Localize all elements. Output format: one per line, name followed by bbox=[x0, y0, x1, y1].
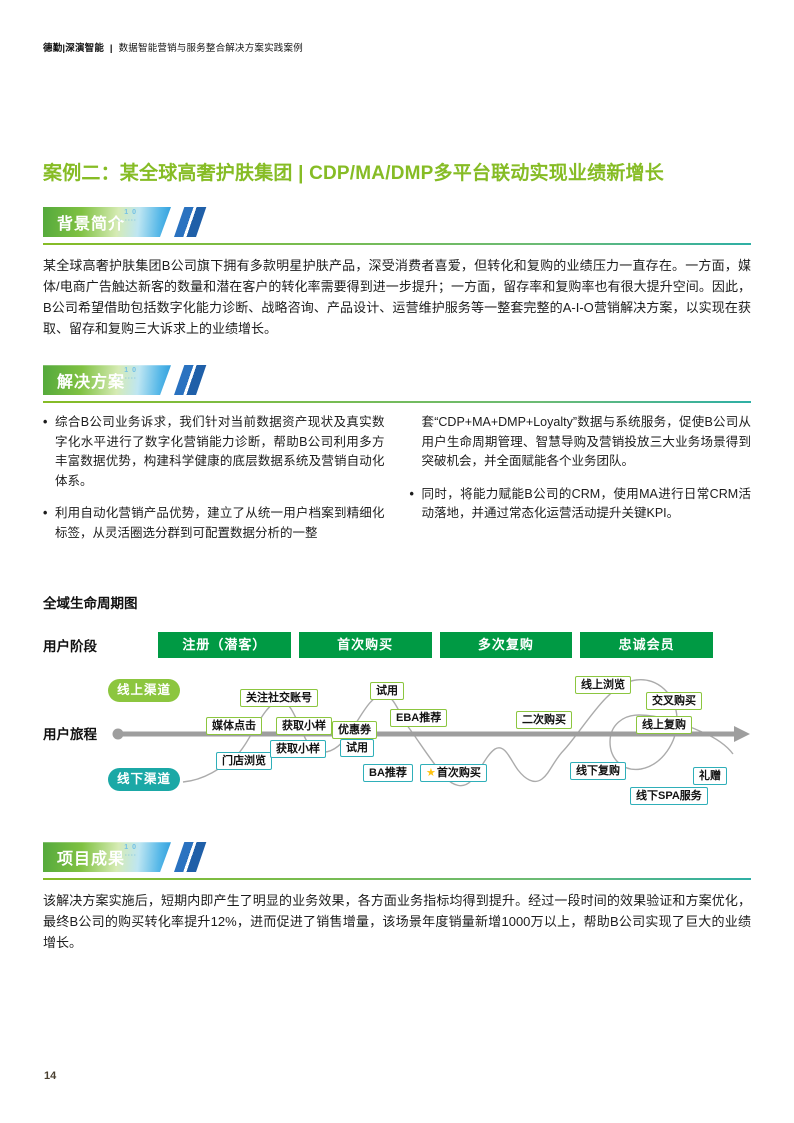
online-journey-node: 获取小样 bbox=[276, 717, 332, 736]
section-heading-background: 背景简介 1 0 ·· ···· bbox=[43, 207, 171, 237]
journey-arrowhead-icon bbox=[734, 726, 750, 743]
online-journey-node: 关注社交账号 bbox=[240, 689, 318, 708]
solution-column-left: 综合B公司业务诉求，我们针对当前数据资产现状及真实数字化水平进行了数字化营销能力… bbox=[43, 413, 385, 556]
online-channel-pill: 线上渠道 bbox=[108, 679, 180, 703]
section-heading-solution: 解决方案 1 0 ·· ···· bbox=[43, 365, 171, 395]
offline-journey-node: 门店浏览 bbox=[216, 752, 272, 771]
header-divider: | bbox=[109, 43, 113, 54]
solution-columns: 综合B公司业务诉求，我们针对当前数据资产现状及真实数字化水平进行了数字化营销能力… bbox=[43, 413, 751, 556]
user-stage-label: 用户阶段 bbox=[43, 639, 97, 655]
section-heading-label: 项目成果 bbox=[57, 851, 126, 869]
banner-slash-icon bbox=[174, 842, 207, 873]
section-banner: 背景简介 1 0 ·· ···· bbox=[43, 207, 751, 237]
diagram-title: 全域生命周期图 bbox=[43, 596, 138, 612]
online-journey-node: 线上复购 bbox=[636, 716, 692, 735]
stage-bar: 多次复购 bbox=[439, 632, 573, 659]
user-stage-row: 用户阶段 注册（潜客） 首次购买 多次复购 忠诚会员 bbox=[43, 632, 751, 659]
offline-journey-node: BA推荐 bbox=[363, 764, 413, 783]
offline-journey-node: 礼赠 bbox=[693, 767, 727, 786]
stage-bar: 注册（潜客） bbox=[158, 632, 291, 659]
results-paragraph: 该解决方案实施后，短期内即产生了明显的业务效果，各方面业务指标均得到提升。经过一… bbox=[43, 893, 751, 951]
section-banner-underline: 解决方案 1 0 ·· ···· bbox=[43, 365, 751, 404]
solution-bullet-item: 同时，将能力赋能B公司的CRM，使用MA进行日常CRM活动落地，并通过常态化运营… bbox=[410, 485, 752, 524]
solution-bullet-item: 利用自动化营销产品优势，建立了从统一用户档案到精细化标签，从灵活圈选分群到可配置… bbox=[43, 504, 385, 543]
online-journey-node: 线上浏览 bbox=[575, 676, 631, 695]
star-icon: ★ bbox=[426, 767, 436, 780]
section-banner-underline: 背景简介 1 0 ·· ···· bbox=[43, 207, 751, 245]
background-paragraph: 某全球高奢护肤集团B公司旗下拥有多款明星护肤产品，深受消费者喜爱，但转化和复购的… bbox=[43, 258, 751, 337]
stage-bar: 首次购买 bbox=[298, 632, 432, 659]
journey-label: 用户旅程 bbox=[43, 727, 97, 743]
banner-slash-icon bbox=[174, 207, 207, 237]
banner-slash-icon bbox=[174, 365, 207, 396]
solution-continued-text: 套“CDP+MA+DMP+Loyalty”数据与系统服务，促使B公司从用户生命周… bbox=[421, 415, 752, 469]
section-results: 项目成果 1 0 ·· ···· 该解决方案实施后，短期内即产生了明显的业务效果… bbox=[43, 842, 751, 953]
page-number: 14 bbox=[44, 1070, 57, 1082]
online-journey-node: 优惠券 bbox=[332, 721, 377, 740]
solution-bullet-item: 综合B公司业务诉求，我们针对当前数据资产现状及真实数字化水平进行了数字化营销能力… bbox=[43, 413, 385, 491]
section-heading-label: 解决方案 bbox=[57, 374, 126, 392]
offline-journey-node: 线下SPA服务 bbox=[630, 787, 708, 806]
solution-column-right: 套“CDP+MA+DMP+Loyalty”数据与系统服务，促使B公司从用户生命周… bbox=[410, 413, 752, 556]
offline-journey-node: ★首次购买 bbox=[420, 764, 487, 783]
section-solution: 解决方案 1 0 ·· ···· 综合B公司业务诉求，我们针对当前数据资产现状及… bbox=[43, 365, 751, 556]
stage-bars: 注册（潜客） 首次购买 多次复购 忠诚会员 bbox=[158, 632, 713, 659]
section-banner-underline: 项目成果 1 0 ·· ···· bbox=[43, 842, 751, 881]
online-journey-node: 二次购买 bbox=[516, 711, 572, 730]
section-banner: 项目成果 1 0 ·· ···· bbox=[43, 842, 751, 873]
offline-journey-node: 试用 bbox=[340, 739, 374, 758]
document-header: 德勤|深演智能 | 数据智能营销与服务整合解决方案实践案例 bbox=[43, 40, 751, 54]
document-subtitle: 数据智能营销与服务整合解决方案实践案例 bbox=[118, 43, 303, 54]
online-journey-node: 交叉购买 bbox=[646, 692, 702, 711]
section-background: 背景简介 1 0 ·· ···· 某全球高奢护肤集团B公司旗下拥有多款明星护肤产… bbox=[43, 207, 751, 339]
stage-bar: 忠诚会员 bbox=[580, 632, 713, 659]
online-journey-node: 试用 bbox=[370, 682, 404, 701]
section-heading-results: 项目成果 1 0 ·· ···· bbox=[43, 842, 171, 872]
offline-journey-node: 线下复购 bbox=[570, 762, 626, 781]
section-heading-label: 背景简介 bbox=[57, 216, 126, 233]
case-title: 案例二：某全球高奢护肤集团 | CDP/MA/DMP多平台联动实现业绩新增长 bbox=[43, 163, 664, 184]
offline-channel-pill: 线下渠道 bbox=[108, 768, 180, 792]
journey-diagram: 用户旅程 线上渠道 线下渠道 关注社交账号 媒体点击 获取小样 优惠券 试用 EBA推荐二… bbox=[43, 666, 751, 818]
online-journey-node: 媒体点击 bbox=[206, 717, 262, 736]
online-journey-node: EBA推荐 bbox=[390, 709, 448, 728]
offline-journey-node: 获取小样 bbox=[270, 740, 326, 759]
section-banner: 解决方案 1 0 ·· ···· bbox=[43, 365, 751, 396]
brand-logo-text: 德勤|深演智能 bbox=[43, 43, 105, 54]
